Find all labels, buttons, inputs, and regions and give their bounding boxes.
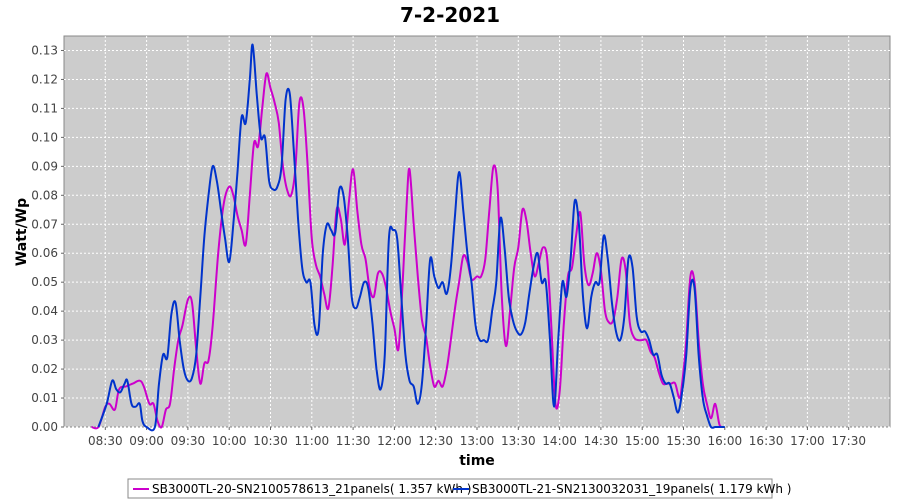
x-tick-label: 09:00 [129,434,164,448]
x-tick-label: 12:30 [418,434,453,448]
x-tick-label: 11:00 [295,434,330,448]
x-tick-label: 13:00 [460,434,495,448]
legend-box [127,478,773,499]
y-tick-label: 0.07 [31,217,58,231]
x-tick-label: 08:30 [88,434,123,448]
legend-label-2: SB3000TL-21-SN2130032031_19panels( 1.179… [472,482,791,496]
x-tick-label: 15:00 [625,434,660,448]
x-axis: 08:30 09:00 09:30 10:00 10:30 11:00 11:30 12:00… [88,427,866,448]
y-tick-label: 0.06 [31,246,58,260]
x-tick-label: 16:30 [749,434,784,448]
y-tick-label: 0.03 [31,333,58,347]
y-tick-label: 0.01 [31,391,58,405]
y-tick-label: 0.10 [31,130,58,144]
y-tick-label: 0.12 [31,72,58,86]
y-axis-label: Watt/Wp [14,198,30,266]
chart-title: 7-2-2021 [400,3,500,27]
chart-legend: SB3000TL-20-SN2100578613_21panels( 1.357… [127,478,791,499]
y-tick-label: 0.02 [31,362,58,376]
x-tick-label: 15:30 [666,434,701,448]
y-tick-label: 0.13 [31,43,58,57]
x-tick-label: 10:00 [212,434,247,448]
y-tick-label: 0.05 [31,275,58,289]
x-tick-label: 13:30 [501,434,536,448]
y-tick-label: 0.04 [31,304,58,318]
y-axis: 0.00 0.01 0.02 0.03 0.04 0.05 0.06 0.07 0.08 0.09… [31,43,64,434]
legend-label-1: SB3000TL-20-SN2100578613_21panels( 1.357… [152,482,471,496]
x-tick-label: 09:30 [171,434,206,448]
x-tick-label: 16:00 [708,434,743,448]
y-tick-label: 0.09 [31,159,58,173]
series-line-1 [91,72,723,430]
y-tick-label: 0.08 [31,188,58,202]
y-tick-label: 0.11 [31,101,58,115]
grid-lines [64,36,890,428]
x-tick-label: 17:30 [831,434,866,448]
x-tick-label: 14:00 [542,434,577,448]
x-tick-label: 10:30 [253,434,288,448]
series-lines [91,43,725,432]
x-tick-label: 11:30 [336,434,371,448]
series-line-2 [97,43,725,432]
x-tick-label: 17:00 [790,434,825,448]
x-axis-label: time [459,453,495,469]
x-tick-label: 14:30 [584,434,619,448]
x-tick-label: 12:00 [377,434,412,448]
y-tick-label: 0.00 [31,420,58,434]
